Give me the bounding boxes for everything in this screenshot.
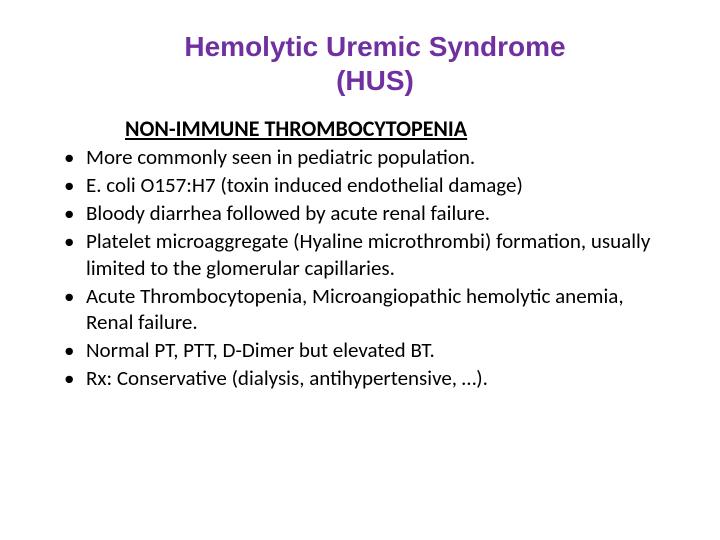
- bullet-item: Rx: Conservative (dialysis, antihyperten…: [64, 365, 670, 392]
- bullet-item: Acute Thrombocytopenia, Microangiopathic…: [64, 283, 670, 337]
- title-line2: (HUS): [336, 65, 414, 96]
- slide-title: Hemolytic Uremic Syndrome (HUS): [80, 30, 670, 97]
- bullet-item: Bloody diarrhea followed by acute renal …: [64, 200, 670, 227]
- title-line1: Hemolytic Uremic Syndrome: [184, 31, 565, 62]
- bullet-list: More commonly seen in pediatric populati…: [40, 144, 670, 392]
- bullet-item: E. coli O157:H7 (toxin induced endotheli…: [64, 172, 670, 199]
- bullet-item: Platelet microaggregate (Hyaline microth…: [64, 228, 670, 282]
- slide-subheader: NON-IMMUNE THROMBOCYTOPENIA: [125, 115, 670, 142]
- bullet-item: Normal PT, PTT, D-Dimer but elevated BT.: [64, 337, 670, 364]
- bullet-item: More commonly seen in pediatric populati…: [64, 144, 670, 171]
